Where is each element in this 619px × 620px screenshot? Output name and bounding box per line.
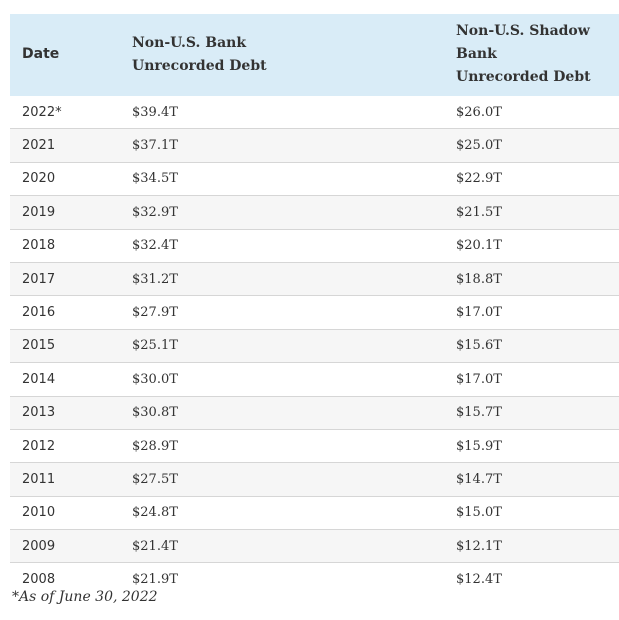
footnote: *As of June 30, 2022 <box>12 589 158 605</box>
table-header: Date Non-U.S. Bank Unrecorded Debt Non-U… <box>10 14 619 96</box>
cell-shadow-bank-debt: $20.1T <box>444 228 619 263</box>
cell-shadow-bank-debt: $25.0T <box>444 128 619 163</box>
cell-bank-debt: $28.9T <box>120 428 444 463</box>
table-row: 2021 $37.1T $25.0T <box>10 128 619 163</box>
cell-shadow-bank-debt: $17.0T <box>444 362 619 397</box>
cell-date: 2017 <box>10 261 120 296</box>
table-row: 2012 $28.9T $15.9T <box>10 428 619 463</box>
table-row: 2016 $27.9T $17.0T <box>10 295 619 330</box>
cell-shadow-bank-debt: $12.1T <box>444 529 619 563</box>
header-bank-line2: Unrecorded Debt <box>132 57 267 74</box>
cell-date: 2022* <box>22 104 62 120</box>
header-row: Date Non-U.S. Bank Unrecorded Debt Non-U… <box>10 14 619 96</box>
cell-bank-debt: $21.9T <box>120 562 444 596</box>
cell-date: 2014 <box>10 362 120 397</box>
cell-shadow-bank-debt: $15.0T <box>444 495 619 530</box>
table-row: 2020 $34.5T $22.9T <box>10 161 619 196</box>
header-shadow-bank-debt: Non-U.S. Shadow Bank Unrecorded Debt <box>444 14 619 96</box>
cell-bank-debt: $21.4T <box>120 529 444 563</box>
table-row: 2008 $21.9T $12.4T <box>10 562 619 596</box>
unrecorded-debt-table: Date Non-U.S. Bank Unrecorded Debt Non-U… <box>10 14 619 596</box>
cell-date: 2016 <box>10 295 120 330</box>
cell-date: 2019 <box>10 195 120 230</box>
cell-bank-debt: $27.9T <box>120 295 444 330</box>
table-row: 2022* $39.4T $26.0T <box>10 96 619 129</box>
cell-shadow-bank-debt: $15.9T <box>444 428 619 463</box>
cell-bank-debt: $32.4T <box>120 228 444 263</box>
cell-bank-debt: $24.8T <box>120 495 444 530</box>
cell-date: 2018 <box>10 228 120 263</box>
cell-date: 2013 <box>10 395 120 430</box>
table-row: 2018 $32.4T $20.1T <box>10 228 619 263</box>
cell-shadow-bank-debt: $15.6T <box>444 328 619 363</box>
cell-date: 2008 <box>10 562 120 596</box>
cell-shadow-bank-debt: $15.7T <box>444 395 619 430</box>
cell-shadow-bank-debt: $12.4T <box>444 562 619 596</box>
table-body: 2022* $39.4T $26.0T 2021 $37.1T $25.0T 2020 $34… <box>10 96 619 596</box>
cell-shadow-bank-debt: $14.7T <box>444 462 619 497</box>
cell-shadow-bank-debt: $26.0T <box>456 104 502 120</box>
cell-shadow-bank-debt: $21.5T <box>444 195 619 230</box>
cell-bank-debt: $30.8T <box>120 395 444 430</box>
header-date: Date <box>10 14 120 96</box>
cell-bank-debt: $25.1T <box>120 328 444 363</box>
cell-date: 2015 <box>10 328 120 363</box>
cell-bank-debt: $39.4T <box>132 104 178 120</box>
header-shadow-line1: Non-U.S. Shadow Bank <box>456 23 590 62</box>
cell-date: 2012 <box>10 428 120 463</box>
cell-bank-debt: $27.5T <box>120 462 444 497</box>
cell-shadow-bank-debt: $18.8T <box>444 261 619 296</box>
header-bank-line1: Non-U.S. Bank <box>132 34 247 51</box>
table-row: 2017 $31.2T $18.8T <box>10 261 619 296</box>
table-row: 2015 $25.1T $15.6T <box>10 328 619 363</box>
table-row: 2014 $30.0T $17.0T <box>10 362 619 397</box>
cell-bank-debt: $30.0T <box>120 362 444 397</box>
cell-date: 2020 <box>10 161 120 196</box>
cell-bank-debt: $34.5T <box>120 161 444 196</box>
header-bank-debt: Non-U.S. Bank Unrecorded Debt <box>120 14 444 96</box>
cell-bank-debt: $31.2T <box>120 261 444 296</box>
cell-shadow-bank-debt: $22.9T <box>444 161 619 196</box>
header-shadow-line2: Unrecorded Debt <box>456 69 591 85</box>
cell-date: 2010 <box>10 495 120 530</box>
cell-date: 2021 <box>10 128 120 163</box>
table-row: 2019 $32.9T $21.5T <box>10 195 619 230</box>
table-row: 2011 $27.5T $14.7T <box>10 462 619 497</box>
cell-shadow-bank-debt: $17.0T <box>444 295 619 330</box>
cell-bank-debt: $37.1T <box>120 128 444 163</box>
table-row: 2013 $30.8T $15.7T <box>10 395 619 430</box>
cell-bank-debt: $32.9T <box>120 195 444 230</box>
table-row: 2010 $24.8T $15.0T <box>10 495 619 530</box>
debt-table-container: Date Non-U.S. Bank Unrecorded Debt Non-U… <box>10 14 619 596</box>
cell-date: 2009 <box>10 529 120 563</box>
cell-date: 2011 <box>10 462 120 497</box>
table-row: 2009 $21.4T $12.1T <box>10 529 619 563</box>
